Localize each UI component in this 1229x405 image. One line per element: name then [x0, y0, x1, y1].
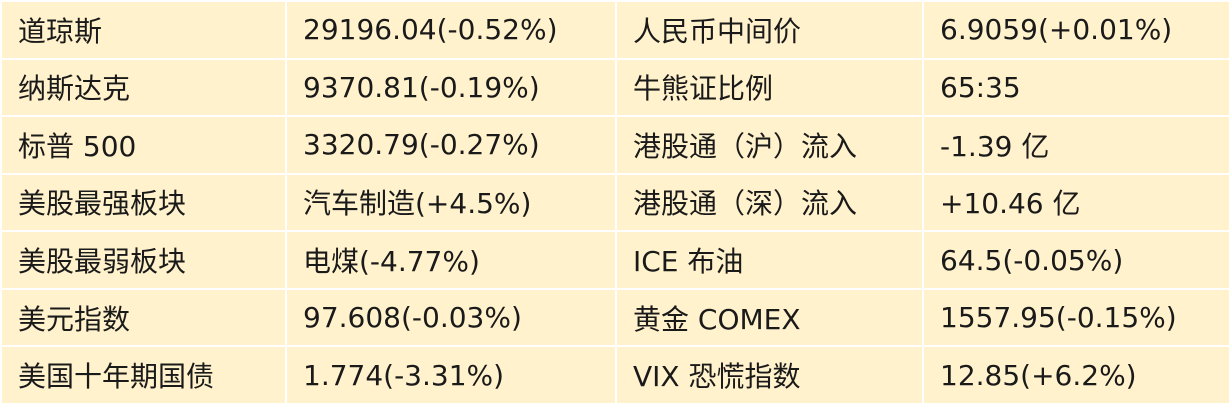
label-cell: 美股最弱板块 — [0, 230, 287, 290]
label-cell: 美元指数 — [0, 287, 287, 348]
label-cell: ICE 布油 — [615, 230, 924, 290]
table-row: 美股最强板块 汽车制造(+4.5%) 港股通（深）流入 +10.46 亿 — [0, 172, 1229, 233]
table-row: 美元指数 97.608(-0.03%) 黄金 COMEX 1557.95(-0.15%… — [0, 287, 1229, 348]
label-cell: 道琼斯 — [0, 0, 287, 60]
label-cell: 港股通（沪）流入 — [615, 115, 924, 175]
value-cell: 12.85(+6.2%) — [922, 345, 1229, 405]
value-cell: +10.46 亿 — [922, 172, 1229, 233]
table-row: 美国十年期国债 1.774(-3.31%) VIX 恐慌指数 12.85(+6.2%) — [0, 345, 1229, 405]
value-cell: 6.9059(+0.01%) — [922, 0, 1229, 60]
value-cell: 64.5(-0.05%) — [922, 230, 1229, 290]
value-cell: 1557.95(-0.15%) — [922, 287, 1229, 348]
table-row: 纳斯达克 9370.81(-0.19%) 牛熊证比例 65:35 — [0, 57, 1229, 118]
value-cell: 汽车制造(+4.5%) — [285, 172, 617, 233]
label-cell: 纳斯达克 — [0, 57, 287, 118]
label-cell: 美股最强板块 — [0, 172, 287, 233]
table-row: 道琼斯 29196.04(-0.52%) 人民币中间价 6.9059(+0.01%) — [0, 0, 1229, 60]
table-row: 美股最弱板块 电煤(-4.77%) ICE 布油 64.5(-0.05%) — [0, 230, 1229, 290]
table-row: 标普 500 3320.79(-0.27%) 港股通（沪）流入 -1.39 亿 — [0, 115, 1229, 175]
label-cell: 标普 500 — [0, 115, 287, 175]
label-cell: 牛熊证比例 — [615, 57, 924, 118]
label-cell: 人民币中间价 — [615, 0, 924, 60]
value-cell: 65:35 — [922, 57, 1229, 118]
label-cell: VIX 恐慌指数 — [615, 345, 924, 405]
value-cell: 1.774(-3.31%) — [285, 345, 617, 405]
value-cell: 29196.04(-0.52%) — [285, 0, 617, 60]
value-cell: 3320.79(-0.27%) — [285, 115, 617, 175]
value-cell: 电煤(-4.77%) — [285, 230, 617, 290]
value-cell: -1.39 亿 — [922, 115, 1229, 175]
value-cell: 97.608(-0.03%) — [285, 287, 617, 348]
label-cell: 港股通（深）流入 — [615, 172, 924, 233]
value-cell: 9370.81(-0.19%) — [285, 57, 617, 118]
label-cell: 美国十年期国债 — [0, 345, 287, 405]
label-cell: 黄金 COMEX — [615, 287, 924, 348]
